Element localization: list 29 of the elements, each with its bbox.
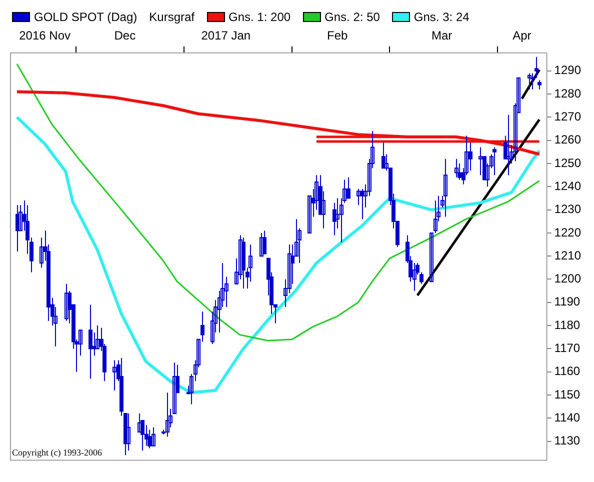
legend-title: Kursgraf — [149, 10, 194, 24]
y-tick-label: 1260 — [554, 132, 582, 147]
legend-label: Gns. 3: 24 — [414, 10, 470, 24]
y-tick-label: 1240 — [554, 178, 582, 193]
y-tick-label: 1150 — [554, 387, 580, 402]
x-tick-label: 2017 Jan — [201, 28, 251, 43]
x-tick-label: Apr — [512, 28, 532, 43]
y-tick-label: 1190 — [554, 294, 580, 309]
annotation: Copyright (c) 1993-2006 — [12, 448, 102, 458]
y-tick-label: 1280 — [554, 86, 582, 100]
y-tick-label: 1170 — [554, 341, 580, 356]
x-tick-label: Dec — [114, 28, 136, 43]
y-tick-label: 1210 — [554, 248, 582, 262]
x-tick-label: 2016 Nov — [19, 28, 71, 43]
y-tick-label: 1220 — [554, 225, 582, 240]
x-tick-label: Mar — [431, 28, 452, 43]
legend-label: Gns. 1: 200 — [228, 10, 291, 24]
legend-label: Gns. 2: 50 — [324, 10, 380, 24]
y-tick-label: 1200 — [554, 272, 582, 286]
y-tick-label: 1270 — [554, 110, 582, 124]
y-tick-label: 1130 — [554, 434, 580, 448]
legend-label: GOLD SPOT (Dag) — [34, 10, 138, 24]
y-tick-label: 1250 — [554, 156, 582, 170]
y-tick-label: 1160 — [554, 364, 580, 378]
x-tick-label: Feb — [327, 28, 348, 43]
y-tick-label: 1180 — [554, 318, 580, 332]
y-tick-label: 1290 — [554, 63, 582, 78]
y-tick-label: 1140 — [554, 410, 580, 424]
y-tick-label: 1230 — [554, 202, 582, 216]
